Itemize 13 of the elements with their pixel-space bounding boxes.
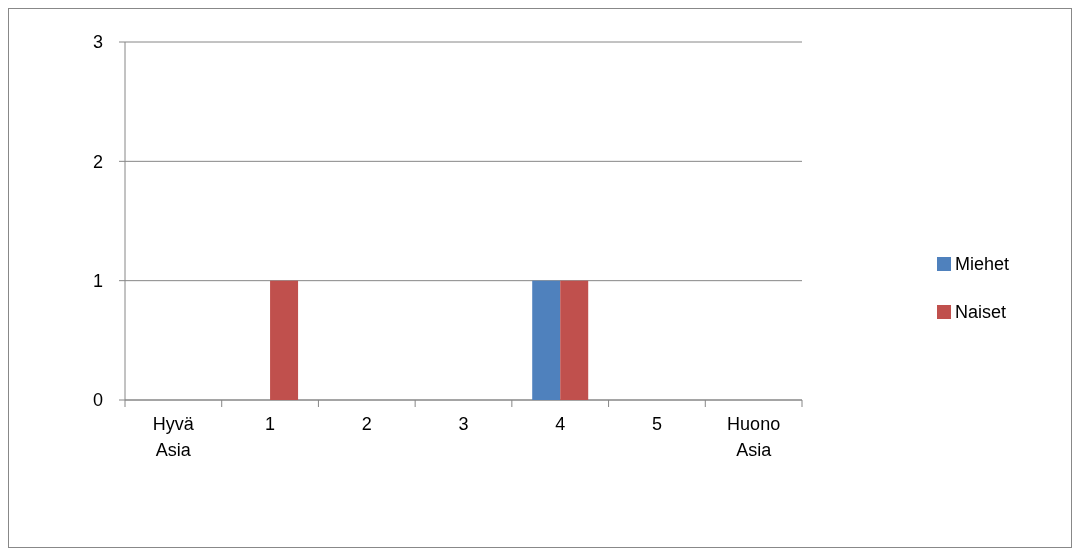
- y-tick-label: 1: [92, 270, 103, 291]
- x-tick-label: 5: [651, 414, 662, 434]
- y-tick-label: 2: [92, 151, 103, 172]
- legend-label: Naiset: [955, 302, 1007, 323]
- y-tick-label: 0: [92, 390, 103, 411]
- x-tick-label: 4: [555, 414, 566, 434]
- x-tick-label: 3: [458, 414, 469, 434]
- legend-label: Miehet: [955, 254, 1010, 275]
- x-tick-label: Hyvä Asia: [152, 414, 195, 460]
- y-tick-label: 3: [92, 32, 103, 53]
- x-tick-label: 1: [265, 414, 276, 434]
- x-tick-label: Huono Asia: [727, 414, 781, 460]
- x-tick-label: 2: [361, 414, 372, 434]
